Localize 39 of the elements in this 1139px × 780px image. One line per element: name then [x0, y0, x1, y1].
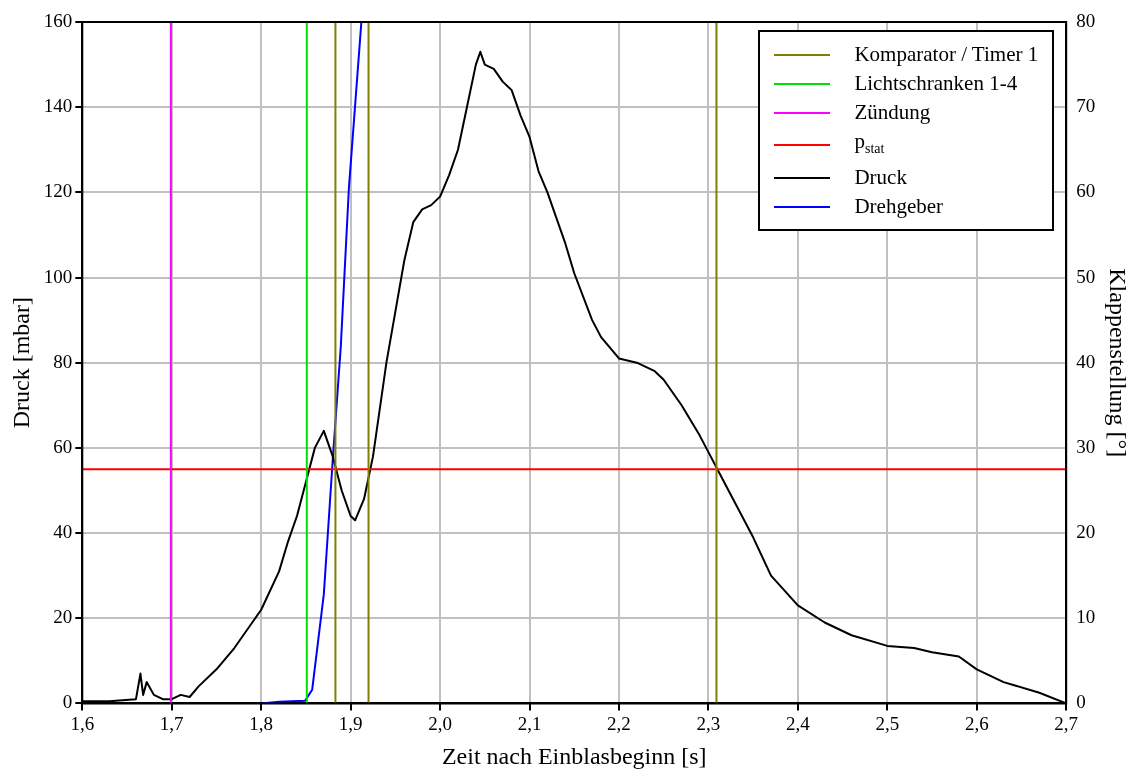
y2-tick-label: 80	[1076, 9, 1096, 31]
x-tick-label: 2,6	[964, 712, 989, 734]
legend-label: Lichtschranken 1-4	[854, 70, 1018, 97]
x-tick-label: 2,0	[428, 712, 452, 734]
legend-label: Komparator / Timer 1	[854, 41, 1039, 68]
x-tick-label: 2,7	[1054, 712, 1079, 734]
y-tick-label: 40	[53, 521, 73, 543]
y-tick-label: 140	[43, 95, 73, 117]
x-tick-label: 1,8	[249, 712, 274, 734]
y-tick-label: 0	[62, 691, 73, 713]
x-tick-label: 1,7	[159, 712, 184, 734]
x-tick-label: 2,4	[785, 712, 811, 734]
x-tick-label: 2,3	[696, 712, 721, 734]
y2-tick-label: 10	[1076, 606, 1096, 628]
x-tick-label: 2,5	[875, 712, 900, 734]
y-tick-label: 80	[53, 350, 73, 372]
y2-axis-title: Klappenstellung [°]	[1105, 268, 1132, 458]
legend-label: Druck	[854, 164, 907, 192]
legend-label: p$_{stat}$	[854, 128, 885, 159]
x-axis-title: Zeit nach Einblasbeginn [s]	[441, 742, 707, 769]
y-axis-title: Druck [mbar]	[7, 297, 34, 429]
x-tick-label: 2,2	[607, 712, 631, 734]
legend-label: Zündung	[854, 99, 931, 126]
y2-tick-label: 0	[1076, 691, 1086, 713]
y-tick-label: 120	[43, 180, 73, 202]
y-tick-label: 100	[43, 265, 73, 287]
y2-tick-label: 50	[1076, 265, 1096, 287]
y2-tick-label: 70	[1076, 95, 1096, 117]
y2-tick-label: 20	[1076, 521, 1096, 543]
x-tick-label: 2,1	[517, 712, 542, 734]
y-tick-label: 20	[53, 606, 73, 628]
y-tick-label: 60	[53, 435, 73, 457]
y-tick-label: 160	[43, 9, 73, 31]
x-tick-label: 1,6	[70, 712, 95, 734]
legend-label: Drehgeber	[854, 193, 944, 221]
y2-tick-label: 30	[1076, 435, 1096, 457]
y2-tick-label: 40	[1076, 350, 1096, 372]
y2-tick-label: 60	[1076, 180, 1096, 202]
x-tick-label: 1,9	[338, 712, 363, 734]
